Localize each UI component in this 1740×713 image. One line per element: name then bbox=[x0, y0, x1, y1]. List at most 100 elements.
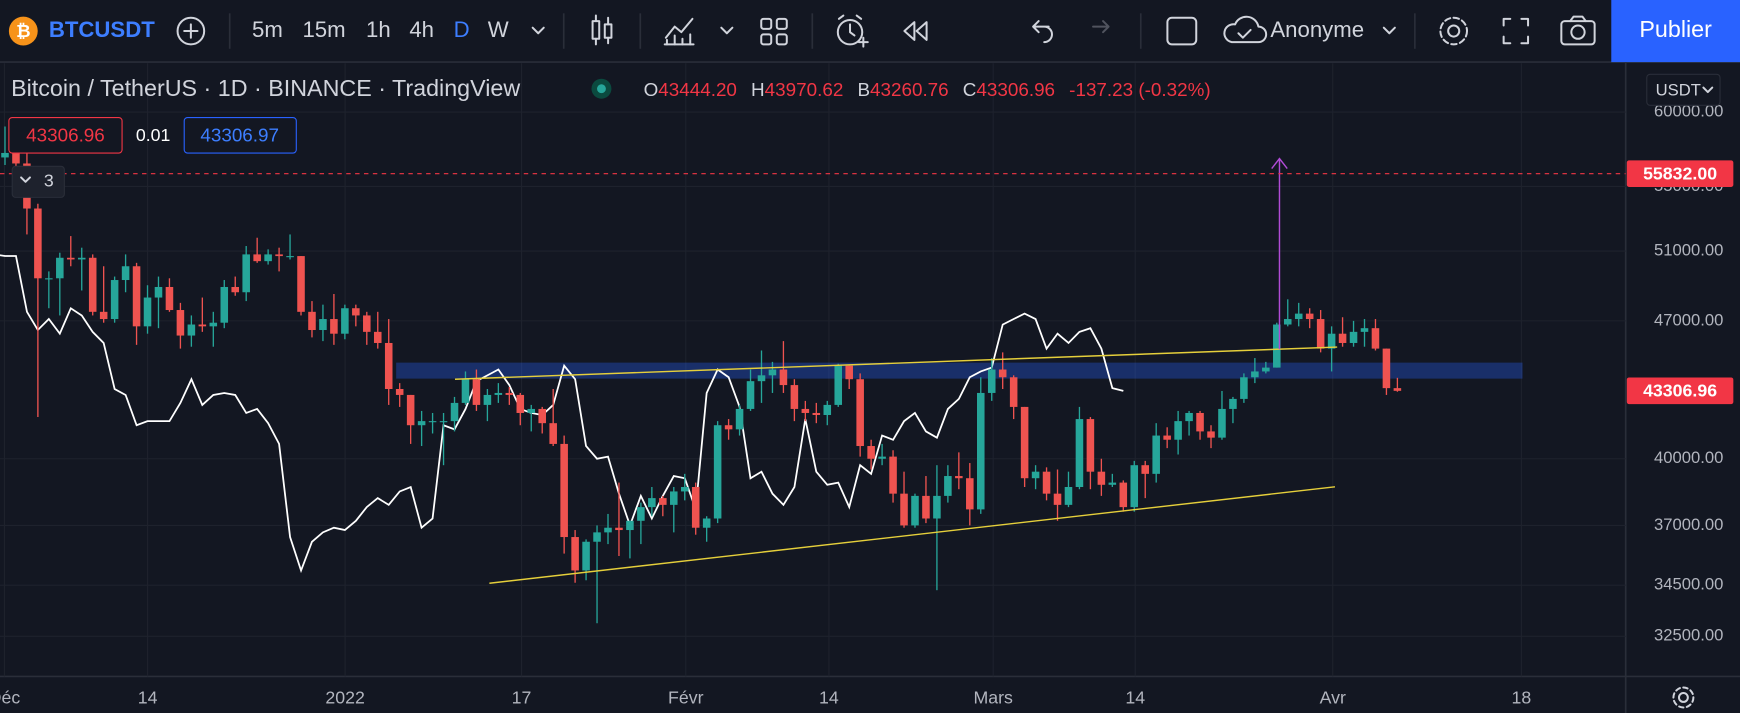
currency: USDT bbox=[1656, 80, 1701, 99]
candle-body bbox=[560, 443, 568, 538]
account-menu[interactable] bbox=[1382, 26, 1396, 35]
candle-body bbox=[198, 324, 207, 327]
candle-body bbox=[1064, 487, 1073, 505]
candle-body bbox=[34, 208, 42, 279]
candle-body bbox=[1130, 465, 1139, 508]
candle-body bbox=[297, 256, 305, 312]
x-tick-label: 14 bbox=[1125, 687, 1145, 707]
fullscreen[interactable] bbox=[1502, 17, 1530, 45]
price-tag bbox=[1626, 377, 1734, 405]
indicators[interactable] bbox=[663, 17, 695, 46]
trendline bbox=[454, 346, 1338, 380]
candle-body bbox=[1240, 377, 1248, 399]
interval-active[interactable]: D bbox=[454, 17, 470, 42]
indicators-menu[interactable] bbox=[720, 26, 734, 35]
candle-body bbox=[933, 495, 941, 519]
candle-body bbox=[110, 280, 119, 320]
candle-body bbox=[812, 412, 821, 416]
settings[interactable] bbox=[1439, 16, 1469, 46]
publish-button[interactable] bbox=[1611, 0, 1740, 63]
interval-menu[interactable] bbox=[531, 26, 545, 35]
logo-glyph: ₿ bbox=[16, 21, 30, 41]
candle-body bbox=[1009, 377, 1018, 407]
chart-type[interactable] bbox=[591, 14, 613, 46]
projection-arrow bbox=[1271, 157, 1288, 350]
interval[interactable]: 4h bbox=[409, 17, 434, 42]
candle-body bbox=[922, 495, 930, 519]
candle-body bbox=[702, 518, 711, 528]
publish-label: Publier bbox=[1639, 16, 1712, 42]
currency-select[interactable] bbox=[1646, 73, 1721, 106]
candle-body bbox=[1218, 408, 1226, 438]
candle-body bbox=[1229, 398, 1237, 409]
undo[interactable] bbox=[1032, 20, 1053, 44]
candle-body bbox=[1174, 421, 1182, 440]
candle-body bbox=[604, 527, 612, 533]
candle-body bbox=[582, 541, 590, 571]
candle-body bbox=[998, 369, 1007, 378]
buy-button[interactable] bbox=[183, 116, 297, 154]
interval[interactable]: 15m bbox=[302, 17, 345, 42]
candle-body bbox=[1031, 471, 1040, 479]
candle-body bbox=[187, 324, 196, 336]
layout-button[interactable] bbox=[1166, 16, 1198, 46]
candle-body bbox=[1185, 412, 1193, 422]
candle-body bbox=[1338, 333, 1347, 343]
candle-body bbox=[724, 425, 733, 430]
candle-body bbox=[99, 311, 108, 320]
candle-body bbox=[670, 491, 678, 505]
candle-body bbox=[823, 404, 832, 416]
buy-price: 43306.97 bbox=[200, 124, 279, 145]
ohlc-key: C bbox=[963, 79, 977, 100]
candle-body bbox=[428, 421, 437, 423]
alert[interactable] bbox=[836, 14, 869, 48]
axis-settings[interactable] bbox=[1672, 686, 1695, 709]
candle-body bbox=[867, 446, 875, 459]
price-tag-label: 43306.96 bbox=[1643, 381, 1717, 401]
candle-body bbox=[944, 476, 952, 496]
cloud-save[interactable] bbox=[1223, 15, 1268, 44]
candle-body bbox=[1283, 319, 1292, 325]
candle-body bbox=[373, 331, 382, 343]
candle-body bbox=[494, 392, 503, 395]
candle-body bbox=[1097, 471, 1106, 485]
candle-body bbox=[746, 381, 755, 409]
candle-body bbox=[220, 286, 229, 323]
ohlc-value: 43260.76 bbox=[870, 79, 949, 100]
sell-button[interactable] bbox=[8, 116, 123, 154]
layout[interactable] bbox=[760, 17, 788, 46]
snapshot[interactable] bbox=[1560, 15, 1596, 46]
candle-body bbox=[1349, 331, 1358, 343]
candle-body bbox=[77, 257, 86, 260]
candle-body bbox=[911, 495, 919, 526]
ohlc: O43444.20 H43970.62 B43260.76 C43306.96 … bbox=[644, 79, 1211, 100]
candle-body bbox=[472, 379, 481, 405]
lagging-line bbox=[0, 254, 1124, 574]
candle-body bbox=[1262, 367, 1270, 372]
candle-body bbox=[45, 278, 53, 280]
interval[interactable]: 1h bbox=[366, 17, 391, 42]
candle-body bbox=[845, 365, 853, 380]
interval[interactable]: W bbox=[488, 17, 509, 42]
candle-body bbox=[1393, 388, 1402, 391]
candle-body bbox=[264, 254, 272, 262]
candle-body bbox=[1196, 412, 1204, 432]
account[interactable]: Anonyme bbox=[1270, 17, 1364, 42]
candle-body bbox=[889, 456, 897, 494]
interval[interactable]: 5m bbox=[252, 17, 283, 42]
symbol-logo[interactable] bbox=[8, 16, 38, 46]
add-symbol[interactable] bbox=[176, 16, 206, 46]
candle-body bbox=[286, 256, 294, 258]
candle-body bbox=[1382, 348, 1391, 389]
candle-body bbox=[395, 389, 404, 395]
candle-body bbox=[900, 493, 908, 526]
replay[interactable] bbox=[903, 21, 928, 41]
indicators-toggle[interactable] bbox=[11, 165, 65, 198]
symbol[interactable]: BTCUSDT bbox=[49, 17, 155, 42]
x-tick-label: 14 bbox=[819, 687, 839, 707]
currency-menu bbox=[1702, 86, 1714, 94]
candle-body bbox=[1108, 482, 1117, 485]
candle-body bbox=[1251, 371, 1259, 378]
candle-body bbox=[1141, 465, 1149, 474]
